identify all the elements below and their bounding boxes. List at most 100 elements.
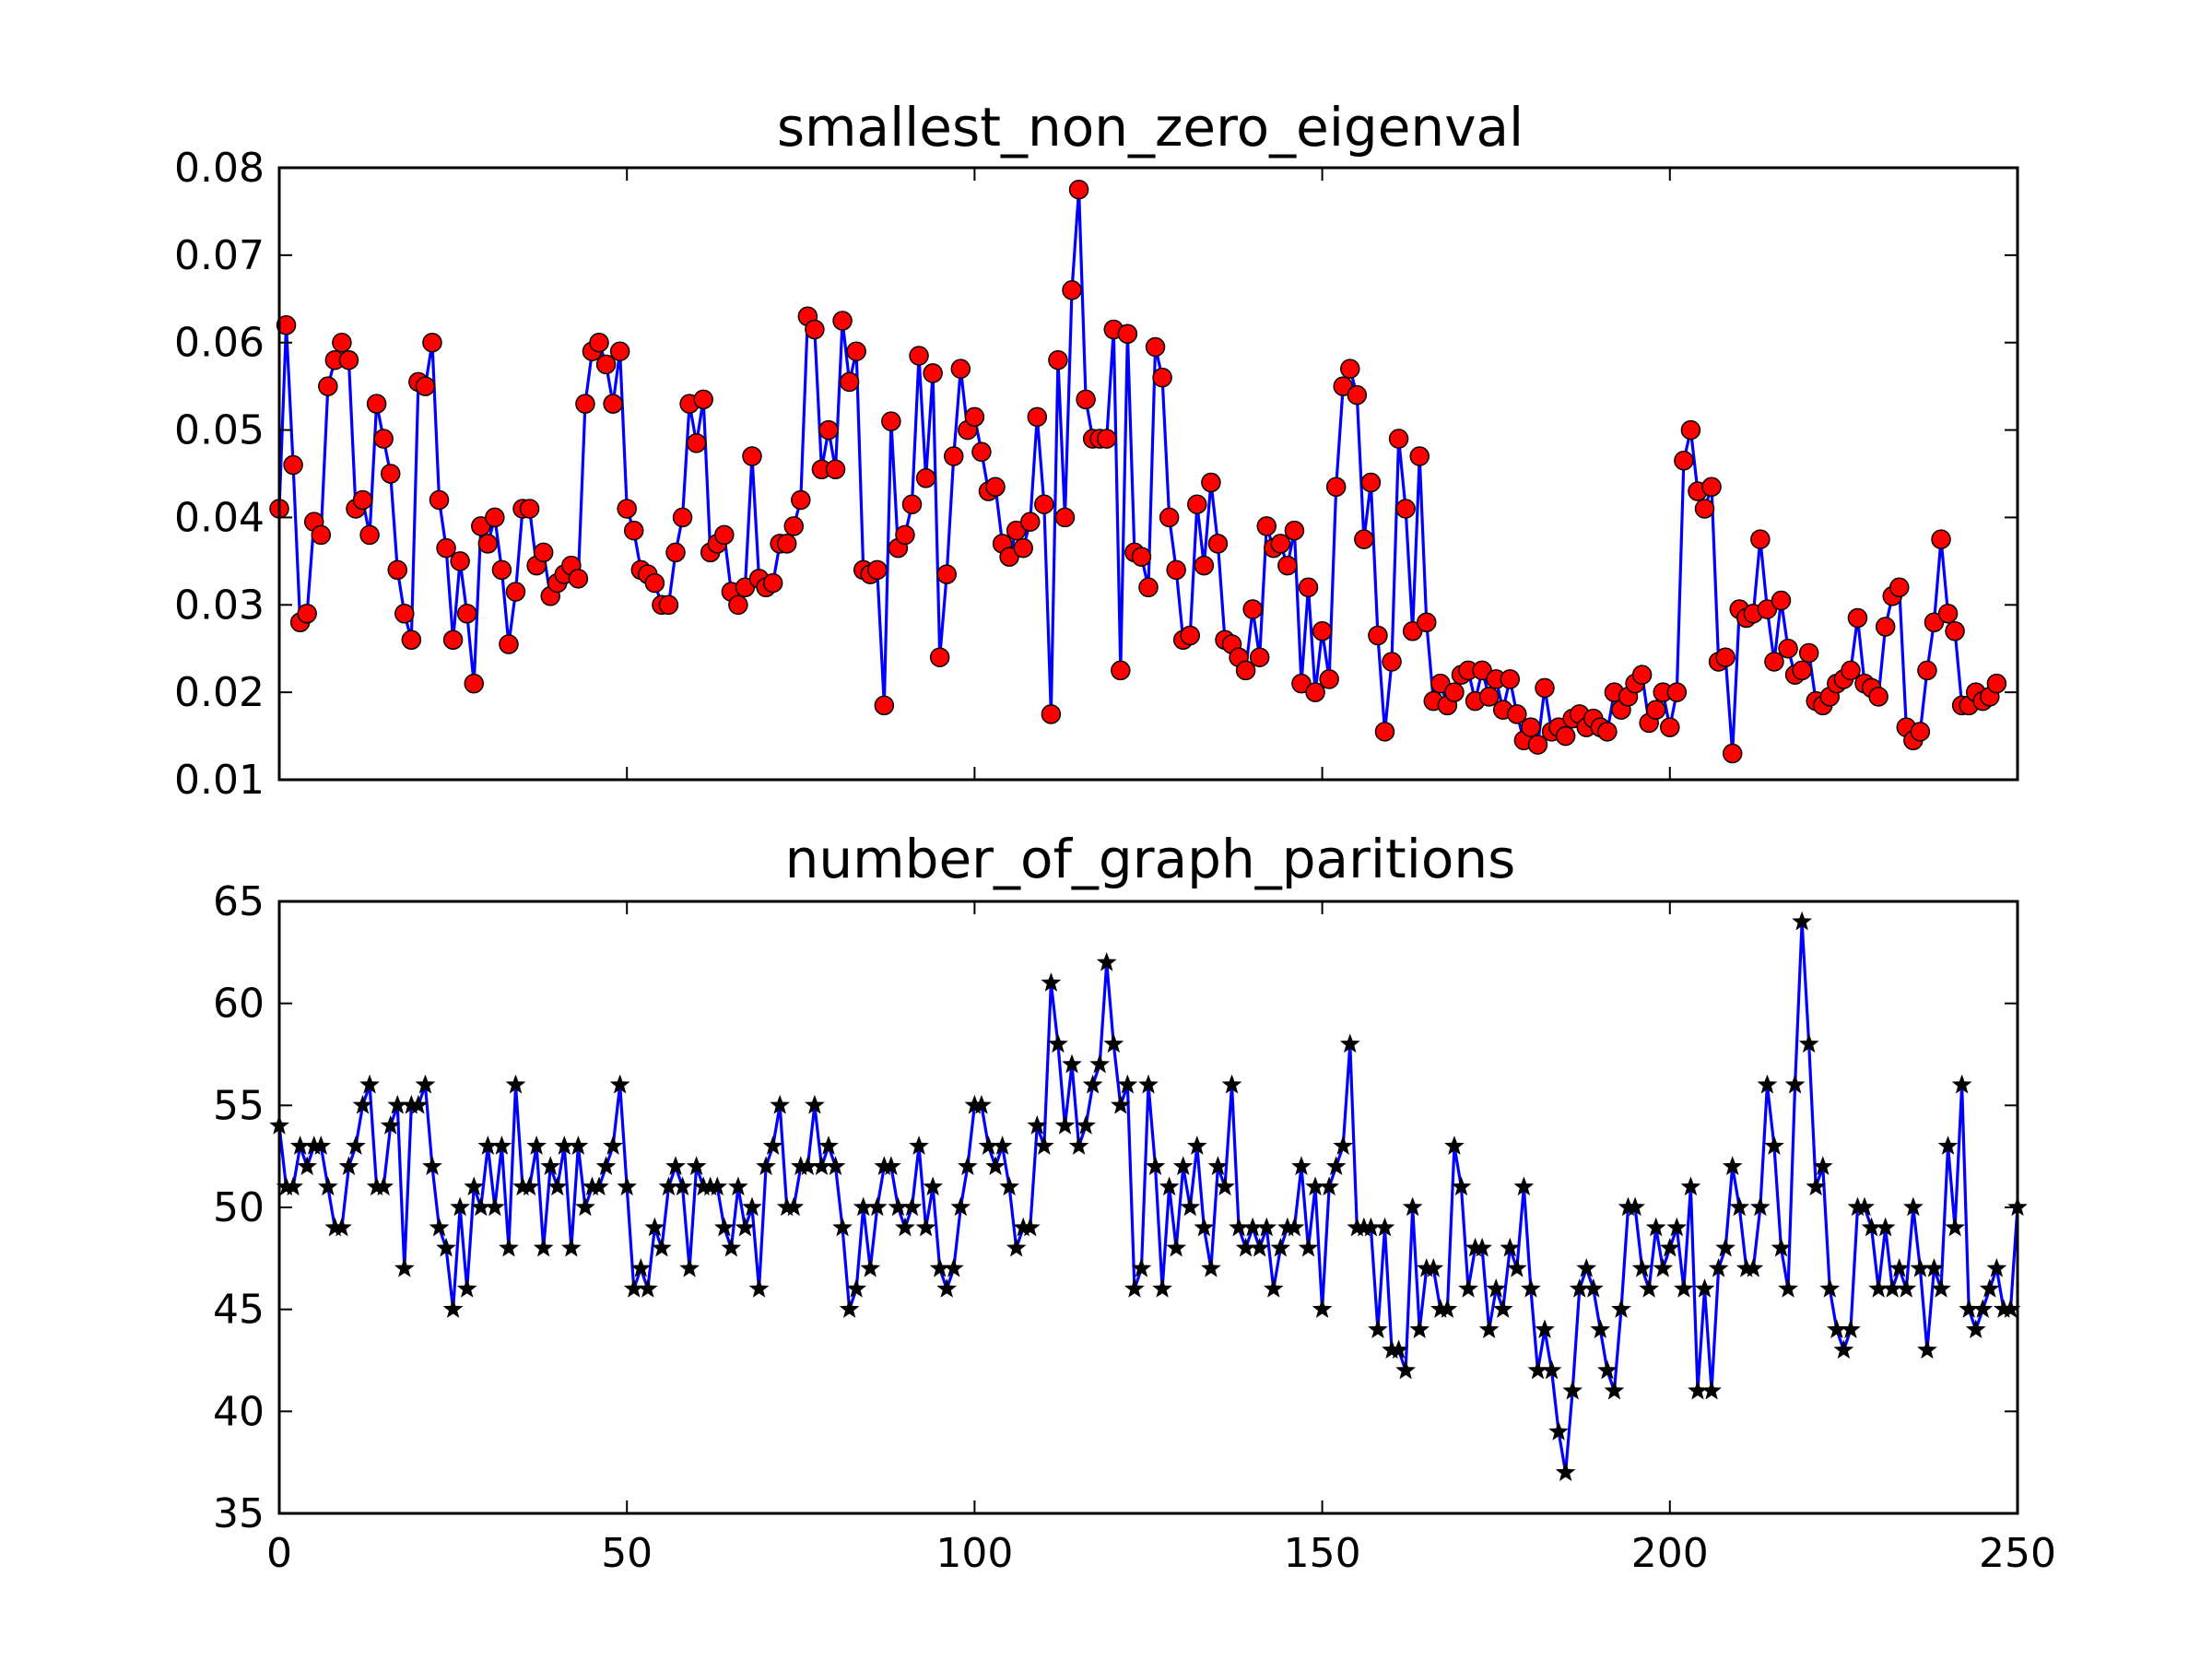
partitions-data-point — [1924, 1257, 1945, 1277]
partitions-data-point — [770, 1094, 791, 1114]
partitions-data-point — [560, 1237, 582, 1257]
partitions-data-point — [1798, 1033, 1819, 1053]
partitions-data-point — [686, 1156, 707, 1175]
partitions-data-point — [1708, 1257, 1729, 1277]
eigenvalue-data-point — [1409, 446, 1430, 466]
eigenvalue-data-point — [929, 647, 950, 667]
eigenvalue-data-point — [1382, 652, 1402, 672]
partitions-data-point — [1631, 1257, 1653, 1277]
eigenvalue-data-point — [985, 477, 1006, 497]
partitions-data-point — [1778, 1278, 1798, 1298]
eigenvalue-data-point — [318, 376, 338, 396]
eigenvalue-plot-area — [269, 179, 2007, 764]
partitions-data-point — [679, 1257, 700, 1277]
eigenvalue-data-point — [1555, 725, 1576, 747]
partitions-data-point — [1548, 1421, 1569, 1441]
partitions-x-tick-label: 0 — [266, 1530, 292, 1577]
eigenvalue-data-point — [1333, 376, 1353, 396]
eigenvalue-data-point — [1256, 516, 1277, 536]
eigenvalue-data-point — [644, 572, 665, 594]
partitions-data-point — [491, 1135, 512, 1155]
partitions-data-point — [1207, 1156, 1229, 1175]
partitions-data-point — [1604, 1380, 1625, 1400]
partitions-data-point — [1806, 1176, 1827, 1196]
partitions-data-point — [311, 1135, 332, 1155]
eigenvalue-data-point — [944, 446, 964, 466]
partitions-data-point — [866, 1196, 888, 1217]
eigenvalue-data-point — [1631, 665, 1653, 685]
eigenvalue-data-point — [791, 489, 811, 511]
partitions-data-point — [1722, 1156, 1743, 1175]
eigenvalue-data-point — [846, 341, 866, 361]
partitions-data-point — [505, 1074, 526, 1094]
partitions-data-point — [526, 1135, 547, 1155]
partitions-chart-title: number_of_graph_paritions — [785, 828, 1516, 890]
partitions-data-point — [1951, 1074, 1972, 1094]
eigenvalue-data-point — [1764, 652, 1784, 672]
partitions-data-point — [1054, 1115, 1076, 1135]
partitions-data-point — [999, 1176, 1019, 1196]
partitions-data-point — [1298, 1237, 1319, 1257]
partitions-data-point — [895, 1217, 915, 1237]
eigenvalue-data-point — [1068, 179, 1089, 200]
partitions-data-point — [735, 1217, 756, 1237]
eigenvalue-data-point — [359, 524, 380, 546]
eigenvalue-data-point — [776, 534, 797, 554]
partitions-data-point — [1833, 1339, 1854, 1359]
partitions-data-point — [1937, 1135, 1959, 1155]
partitions-data-point — [713, 1217, 735, 1237]
eigenvalue-data-point — [283, 454, 303, 476]
partitions-data-point — [1771, 1237, 1792, 1257]
partitions-data-point — [721, 1237, 742, 1257]
partitions-data-point — [1701, 1380, 1722, 1400]
eigenvalue-data-point — [693, 389, 713, 410]
partitions-data-point — [1576, 1257, 1597, 1277]
eigenvalue-data-point — [839, 371, 860, 393]
partitions-data-point — [1145, 1156, 1166, 1175]
eigenvalue-axes-frame — [277, 166, 2019, 782]
partitions-data-point — [832, 1217, 853, 1237]
partitions-data-point — [1096, 951, 1117, 971]
eigenvalue-data-point — [477, 534, 499, 554]
eigenvalue-data-point — [1472, 660, 1492, 681]
partitions-axes-frame — [277, 900, 2019, 1515]
partitions-data-point — [1270, 1237, 1291, 1257]
eigenvalue-data-point — [1660, 717, 1680, 737]
partitions-data-point — [1972, 1299, 1994, 1318]
partitions-data-point — [1819, 1278, 1841, 1298]
eigenvalue-data-point — [373, 429, 394, 449]
eigenvalue-data-point — [1291, 673, 1312, 694]
eigenvalue-data-point — [1159, 507, 1180, 528]
partitions-data-point — [1019, 1217, 1041, 1237]
eigenvalue-data-point — [1360, 472, 1382, 493]
partitions-x-tick-label: 150 — [1284, 1530, 1361, 1577]
partitions-data-point — [1444, 1135, 1465, 1155]
partitions-data-point — [1666, 1217, 1688, 1237]
eigenvalue-data-point — [442, 629, 464, 650]
eigenvalue-data-point — [1847, 607, 1868, 629]
partitions-data-point — [1583, 1278, 1604, 1298]
eigenvalue-data-point — [1270, 534, 1291, 554]
partitions-data-point — [943, 1257, 964, 1277]
eigenvalue-data-point — [1500, 669, 1521, 689]
eigenvalue-data-point — [1444, 682, 1465, 702]
partitions-data-point — [359, 1074, 380, 1094]
partitions-data-point — [1653, 1257, 1674, 1277]
eigenvalue-data-point — [1354, 529, 1374, 549]
partitions-data-point — [533, 1237, 554, 1257]
eigenvalue-data-point — [1875, 617, 1896, 637]
partitions-data-point — [1965, 1319, 1986, 1339]
partitions-data-point — [589, 1176, 609, 1196]
partitions-data-point — [1521, 1278, 1541, 1298]
eigenvalue-data-point — [1674, 451, 1694, 471]
eigenvalue-data-point — [1701, 477, 1722, 497]
partitions-data-point — [1048, 1033, 1068, 1053]
eigenvalue-data-point — [1402, 620, 1423, 641]
eigenvalue-data-point — [1374, 722, 1395, 742]
partitions-data-point — [1659, 1237, 1680, 1257]
partitions-data-point — [603, 1135, 623, 1155]
partitions-data-point — [456, 1278, 477, 1298]
eigenvalue-data-point — [1507, 704, 1527, 724]
eigenvalue-data-point — [575, 394, 595, 414]
partitions-data-point — [1674, 1278, 1694, 1298]
